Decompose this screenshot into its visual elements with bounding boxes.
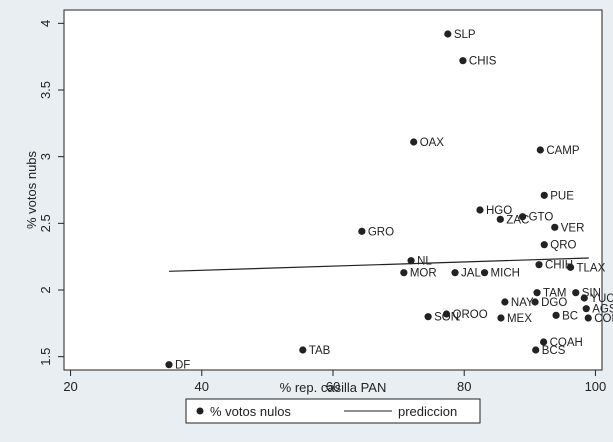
data-point-jal xyxy=(451,269,459,277)
data-point-tlax xyxy=(566,263,575,271)
data-point-zac xyxy=(496,215,504,223)
point-label-qro: QRO xyxy=(550,240,576,252)
data-point-tab xyxy=(299,346,307,354)
point-label-slp: SLP xyxy=(454,29,476,41)
point-label-bc: BC xyxy=(562,310,578,322)
point-label-col: COL xyxy=(594,313,613,325)
point-label-zac: ZAC xyxy=(506,214,529,226)
plot-background xyxy=(64,10,602,370)
y-tick-label: 2 xyxy=(38,286,53,293)
point-label-qroo: QROO xyxy=(453,309,488,321)
data-point-mich xyxy=(480,269,489,277)
data-point-gto xyxy=(519,213,527,221)
point-label-oax: OAX xyxy=(420,137,445,149)
data-point-bcs xyxy=(532,346,540,354)
y-tick-label: 3.5 xyxy=(38,81,53,99)
prediction-line xyxy=(168,257,589,272)
point-label-hgo: HGO xyxy=(486,205,512,217)
point-label-mex: MEX xyxy=(507,313,532,325)
data-point-chih xyxy=(535,261,543,269)
data-point-slp xyxy=(444,30,452,38)
data-point-qro xyxy=(540,241,548,249)
data-point-df xyxy=(165,361,173,369)
point-label-tlax: TLAX xyxy=(577,262,606,274)
point-label-bcs: BCS xyxy=(542,345,566,357)
data-point-bc xyxy=(552,311,560,319)
data-point-hgo xyxy=(476,206,484,214)
x-tick-label: 60 xyxy=(326,379,340,394)
data-point-qroo xyxy=(442,310,451,318)
y-tick-label: 3 xyxy=(38,153,53,160)
data-point-son xyxy=(424,313,432,321)
data-point-sin xyxy=(572,289,580,297)
point-label-ags: AGS xyxy=(592,304,613,316)
point-label-chis: CHIS xyxy=(469,56,497,68)
point-label-nl: NL xyxy=(417,256,432,268)
data-point-yuc xyxy=(580,294,588,302)
data-point-gro xyxy=(358,227,366,235)
y-tick-label: 4 xyxy=(38,20,53,27)
legend-marker-votos-nulos xyxy=(196,407,204,415)
point-label-dgo: DGO xyxy=(541,297,567,309)
data-point-nl xyxy=(407,257,415,265)
point-label-gro: GRO xyxy=(368,226,394,238)
data-point-ver xyxy=(551,223,559,231)
point-label-df: DF xyxy=(175,360,190,372)
data-point-mor xyxy=(400,269,408,277)
point-label-coah: COAH xyxy=(550,337,583,349)
data-point-ags xyxy=(582,305,590,313)
y-tick-label: 2.5 xyxy=(38,214,53,232)
point-label-camp: CAMP xyxy=(546,145,580,157)
point-label-son: SON xyxy=(434,312,459,324)
point-label-pue: PUE xyxy=(550,190,574,202)
y-axis-title: % votos nubs xyxy=(24,150,39,229)
data-point-mex xyxy=(497,314,505,322)
point-label-chih: CHIH xyxy=(545,260,573,272)
point-label-gto: GTO xyxy=(529,212,554,224)
data-point-col xyxy=(584,314,592,322)
data-point-camp xyxy=(536,146,544,154)
point-label-tam: TAM xyxy=(543,288,566,300)
data-point-tam xyxy=(533,289,541,297)
point-label-tab: TAB xyxy=(309,345,331,357)
point-label-ver: VER xyxy=(561,222,585,234)
x-tick-label: 40 xyxy=(195,379,209,394)
data-point-chis xyxy=(459,57,467,65)
data-point-nay xyxy=(501,298,509,306)
data-point-dgo xyxy=(531,298,539,306)
point-label-mor: MOR xyxy=(410,268,437,280)
axes: 20 40 60 80 100 1.5 2 2.5 3 3.5 4 xyxy=(38,9,607,394)
x-tick-label: 100 xyxy=(585,379,607,394)
legend-label-prediccion: prediccion xyxy=(398,404,457,419)
legend-box xyxy=(185,398,481,424)
data-point-coah xyxy=(540,338,548,346)
legend-label-votos-nulos: % votos nulos xyxy=(210,404,291,419)
point-label-nay: NAY xyxy=(511,297,534,309)
legend: % votos nulos prediccion xyxy=(185,398,481,424)
x-axis-title: % rep. casilla PAN xyxy=(280,380,387,395)
x-tick-label: 80 xyxy=(457,379,471,394)
y-tick-label: 1.5 xyxy=(38,348,53,366)
data-point-pue xyxy=(540,191,548,199)
x-tick-label: 20 xyxy=(63,379,77,394)
point-label-mich: MICH xyxy=(491,268,520,280)
point-label-jal: JAL xyxy=(461,268,481,280)
data-point-oax xyxy=(410,138,418,146)
